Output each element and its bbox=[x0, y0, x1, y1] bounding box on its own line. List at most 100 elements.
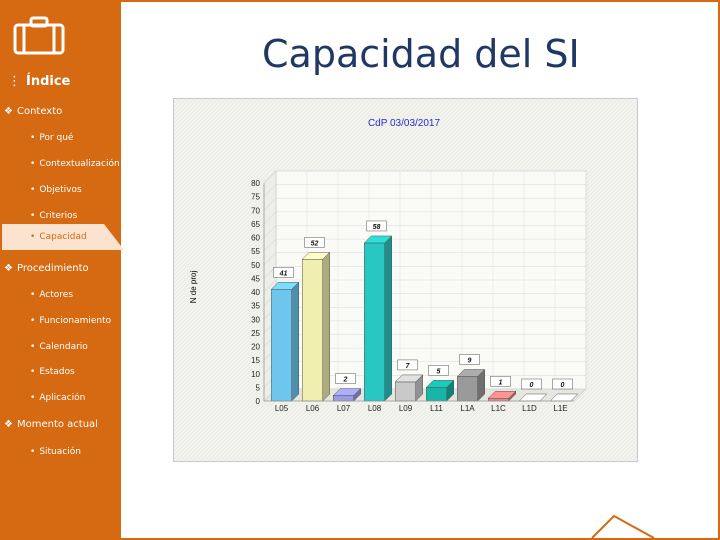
y-tick-label: 0 bbox=[256, 397, 261, 406]
diamond-bullet-icon: ❖ bbox=[4, 263, 13, 274]
gridline bbox=[263, 170, 277, 184]
bar-front bbox=[395, 381, 416, 402]
bar-front bbox=[364, 242, 385, 402]
y-tick-label: 80 bbox=[251, 179, 260, 188]
bar-front bbox=[457, 376, 478, 402]
bar-front bbox=[488, 398, 509, 402]
data-label: 1 bbox=[499, 379, 503, 386]
sidebar-item-por-que[interactable]: • Por qué bbox=[30, 133, 74, 143]
y-tick-label: 45 bbox=[251, 274, 260, 283]
gridline bbox=[263, 211, 277, 225]
sidebar-section-contexto[interactable]: ❖ Contexto bbox=[4, 106, 63, 117]
y-tick-label: 5 bbox=[256, 383, 261, 392]
sidebar-item-criterios[interactable]: • Criterios bbox=[30, 211, 78, 221]
gridline bbox=[263, 238, 277, 252]
sidebar: ⋮ Índice ❖ Contexto • Por qué • Contextualiz… bbox=[0, 0, 124, 540]
data-label: 5 bbox=[437, 368, 441, 375]
gridline bbox=[263, 252, 277, 265]
bar-front bbox=[271, 289, 292, 402]
data-label-box bbox=[273, 267, 294, 278]
bar-chart: CdP 03/03/2017 N de proj 0 5 10 15 20 25 30 35 4… bbox=[173, 98, 638, 462]
data-label-box bbox=[459, 354, 480, 365]
x-tick-label: L1C bbox=[491, 404, 506, 413]
data-label-box bbox=[366, 220, 387, 232]
data-label: 52 bbox=[311, 240, 319, 247]
data-label-box bbox=[521, 378, 542, 390]
x-tick-label: L08 bbox=[368, 404, 382, 413]
y-tick-label: 40 bbox=[251, 288, 260, 297]
sidebar-item-situacion[interactable]: • Situación bbox=[30, 447, 81, 457]
plot-area: 0510152025303540455055606570758041L0552L… bbox=[251, 170, 587, 413]
bar-front bbox=[333, 395, 354, 402]
y-axis-label: N de proj bbox=[189, 271, 198, 304]
gridline bbox=[263, 279, 277, 293]
sidebar-item-actores[interactable]: • Actores bbox=[30, 290, 74, 300]
bar-top bbox=[301, 252, 331, 260]
sidebar-section-momento-actual[interactable]: ❖ Momento actual bbox=[4, 419, 98, 430]
y-tick-label: 25 bbox=[251, 329, 260, 338]
y-tick-label: 50 bbox=[251, 261, 260, 270]
sidebar-item-capacidad[interactable]: • Capacidad bbox=[0, 224, 124, 250]
x-tick-label: L06 bbox=[306, 404, 320, 413]
bar-side bbox=[322, 251, 330, 402]
data-label-box bbox=[490, 376, 511, 387]
bar-front bbox=[426, 387, 447, 402]
diamond-bullet-icon: ❖ bbox=[4, 419, 13, 430]
y-tick-label: 35 bbox=[251, 302, 260, 311]
bar-top bbox=[332, 388, 362, 396]
bar-top bbox=[425, 380, 455, 388]
data-label-box bbox=[552, 378, 573, 390]
sidebar-item-contextualizacion[interactable]: • Contextualización bbox=[30, 159, 120, 169]
gridline bbox=[263, 225, 277, 238]
bar-top bbox=[363, 235, 393, 244]
chart-title: CdP 03/03/2017 bbox=[368, 118, 441, 129]
data-label: 0 bbox=[561, 382, 565, 389]
y-tick-label: 55 bbox=[251, 247, 260, 256]
y-tick-label: 15 bbox=[251, 356, 260, 365]
x-tick-label: L1E bbox=[553, 404, 567, 413]
x-tick-label: L07 bbox=[337, 404, 351, 413]
sidebar-section-procedimiento[interactable]: ❖ Procedimiento bbox=[4, 263, 89, 274]
data-label-box bbox=[428, 365, 449, 376]
bar-side bbox=[384, 235, 392, 402]
x-tick-label: L1D bbox=[522, 404, 537, 413]
sidebar-item-estados[interactable]: • Estados bbox=[30, 367, 75, 377]
corner-accent-shape bbox=[591, 514, 655, 539]
y-tick-label: 65 bbox=[251, 220, 260, 229]
sidebar-item-objetivos[interactable]: • Objetivos bbox=[30, 185, 82, 195]
data-label-box bbox=[304, 237, 325, 248]
y-tick-label: 20 bbox=[251, 343, 260, 352]
y-tick-label: 60 bbox=[251, 234, 260, 243]
x-tick-label: L05 bbox=[275, 404, 289, 413]
data-label-box bbox=[335, 373, 356, 384]
index-heading: ⋮ Índice bbox=[8, 74, 71, 89]
y-tick-label: 30 bbox=[251, 315, 260, 324]
slide-title: Capacidad del SI bbox=[262, 32, 580, 76]
bar-top bbox=[456, 369, 486, 377]
gridline bbox=[263, 184, 277, 197]
y-tick-label: 10 bbox=[251, 370, 260, 379]
data-label: 0 bbox=[530, 382, 534, 389]
data-label: 58 bbox=[373, 224, 381, 231]
briefcase-icon bbox=[13, 16, 65, 55]
diamond-bullet-icon: ❖ bbox=[4, 106, 13, 117]
x-tick-label: L1A bbox=[460, 404, 475, 413]
data-label-box bbox=[397, 359, 418, 371]
dotted-bar-icon: ⋮ bbox=[8, 74, 21, 89]
sidebar-item-aplicacion[interactable]: • Aplicación bbox=[30, 393, 86, 403]
bar-side bbox=[291, 281, 299, 402]
data-label: 2 bbox=[343, 377, 348, 384]
data-label: 9 bbox=[468, 357, 472, 364]
y-tick-label: 75 bbox=[251, 193, 260, 202]
x-tick-label: L09 bbox=[399, 404, 413, 413]
data-label: 7 bbox=[406, 363, 411, 370]
bar-front bbox=[302, 259, 323, 402]
bar-top bbox=[487, 391, 517, 399]
y-tick-label: 70 bbox=[251, 206, 260, 215]
data-label: 41 bbox=[279, 270, 288, 277]
x-tick-label: L11 bbox=[430, 404, 443, 413]
sidebar-item-funcionamiento[interactable]: • Funcionamiento bbox=[30, 316, 112, 326]
bar-top bbox=[394, 374, 424, 383]
sidebar-item-calendario[interactable]: • Calendario bbox=[30, 342, 88, 352]
gridline bbox=[263, 198, 277, 211]
